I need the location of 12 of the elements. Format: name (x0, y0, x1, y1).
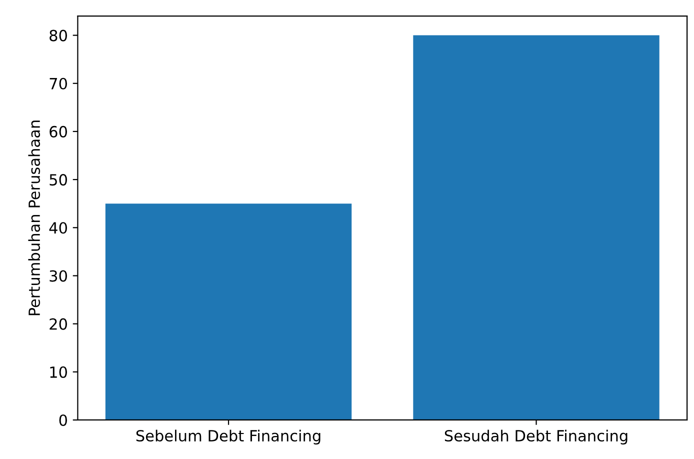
y-tick-label: 20 (50, 318, 67, 330)
y-tick-label: 10 (50, 366, 67, 378)
y-tick-label: 0 (59, 414, 67, 426)
y-tick-label: 60 (50, 126, 67, 138)
y-tick-label: 40 (49, 222, 67, 234)
y-tick-label: 30 (50, 270, 67, 282)
y-tick-label: 50 (50, 174, 67, 186)
x-tick-label: Sesudah Debt Financing (444, 430, 628, 444)
y-tick-label: 70 (50, 78, 67, 90)
y-tick-label: 80 (50, 30, 67, 42)
y-axis-title: Pertumbuhan Perusahaan (28, 120, 40, 316)
x-tick-label: Sebelum Debt Financing (136, 430, 320, 444)
